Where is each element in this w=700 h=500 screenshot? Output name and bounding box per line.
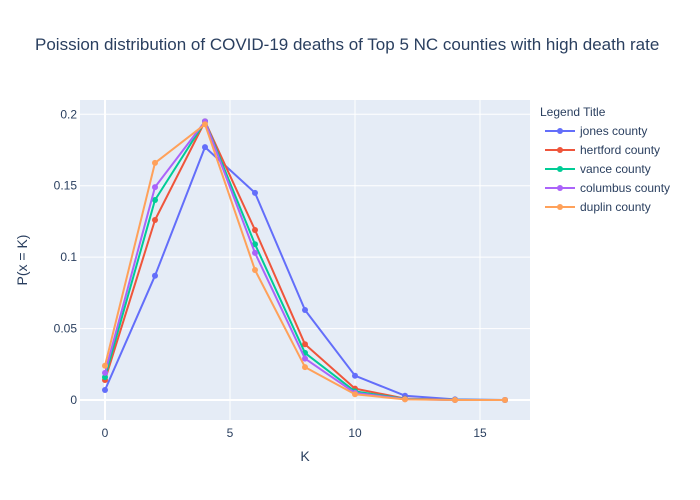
data-point (502, 397, 508, 403)
chart-title: Poission distribution of COVID-19 deaths… (35, 35, 659, 54)
data-point (152, 272, 158, 279)
data-point (402, 396, 408, 403)
data-point (302, 341, 308, 348)
legend-item[interactable]: jones county (545, 124, 647, 138)
y-tick-label: 0.15 (54, 179, 78, 193)
y-tick-label: 0.05 (54, 322, 78, 336)
legend: Legend Title jones county hertford county… (540, 105, 670, 214)
x-axis-title: K (300, 448, 310, 464)
legend-swatch-marker (557, 204, 563, 210)
data-point (202, 121, 208, 128)
x-tick-label: 15 (473, 426, 487, 440)
y-tick-label: 0.2 (60, 107, 77, 121)
y-tick-label: 0 (70, 393, 77, 407)
data-point (252, 227, 258, 233)
data-point (302, 355, 308, 362)
data-point (352, 372, 358, 379)
series-layer (102, 118, 508, 403)
legend-swatch-marker (557, 166, 563, 172)
data-point (252, 249, 258, 256)
data-point (102, 374, 108, 381)
data-point (152, 184, 158, 191)
data-point (252, 189, 258, 196)
legend-label: vance county (580, 162, 651, 176)
legend-title: Legend Title (540, 105, 606, 119)
legend-item[interactable]: hertford county (545, 143, 660, 157)
data-point (202, 144, 208, 151)
data-point (102, 387, 108, 393)
legend-item[interactable]: columbus county (545, 181, 670, 195)
data-point (252, 267, 258, 273)
legend-items: jones county hertford county vance county c… (545, 124, 670, 214)
legend-swatch-marker (557, 147, 563, 153)
data-point (102, 362, 108, 369)
legend-item[interactable]: vance county (545, 162, 651, 176)
legend-label: columbus county (580, 181, 670, 195)
data-point (252, 241, 258, 248)
legend-swatch-marker (557, 128, 563, 134)
x-tick-label: 0 (102, 426, 109, 440)
y-tick-label: 0.1 (60, 250, 77, 264)
series-duplin-county (102, 121, 508, 403)
x-tick-label: 5 (227, 426, 234, 440)
legend-item[interactable]: duplin county (545, 200, 651, 214)
tick-labels: 0 5 10 15 0 0.05 0.1 0.15 0.2 (54, 107, 487, 440)
y-axis-title: P(x = K) (14, 235, 30, 286)
data-point (352, 391, 358, 398)
data-point (302, 364, 308, 371)
data-point (102, 369, 108, 376)
legend-label: duplin county (580, 200, 651, 214)
data-point (452, 397, 458, 403)
x-tick-label: 10 (348, 426, 362, 440)
data-point (302, 307, 308, 313)
data-point (152, 197, 158, 203)
data-point (152, 159, 158, 166)
legend-swatch-marker (557, 185, 563, 191)
legend-label: jones county (579, 124, 647, 138)
data-point (152, 217, 158, 223)
legend-label: hertford county (580, 143, 660, 157)
plot-area (80, 100, 530, 420)
